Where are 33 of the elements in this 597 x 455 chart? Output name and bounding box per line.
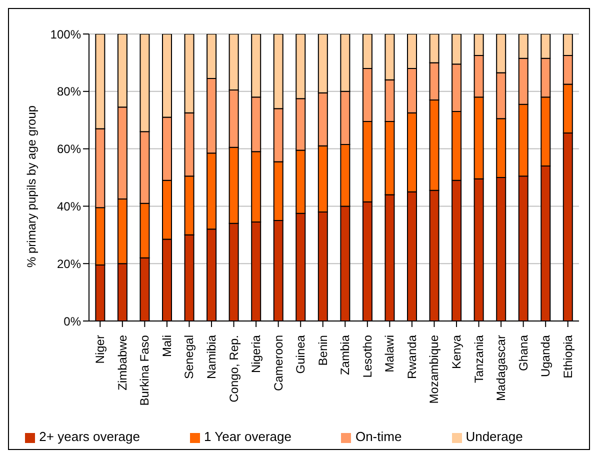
legend-label: 1 Year overage (204, 429, 292, 444)
x-tick-label: Guinea (294, 334, 308, 374)
x-tick-label: Uganda (538, 334, 553, 378)
x-tick-label: Congo, Rep. (226, 335, 241, 402)
x-tick-label: Lesotho (360, 334, 374, 378)
legend-label: On-time (355, 429, 402, 444)
x-tick-label: Madagascar (494, 335, 508, 402)
x-tick-label: Ghana (516, 334, 530, 372)
x-tick-label: Zambia (338, 334, 352, 376)
y-tick-label: 0% (64, 314, 82, 328)
y-tick-label: 60% (56, 142, 82, 156)
x-tick-label: Namibia (204, 334, 218, 380)
y-tick-label: 100% (50, 27, 82, 42)
y-tick-label: 80% (56, 84, 82, 99)
legend-label: 2+ years overage (39, 429, 140, 444)
x-tick-label: Kenya (450, 334, 464, 370)
x-tick-label: Nigeria (249, 334, 264, 374)
legend-label: Underage (466, 429, 523, 444)
x-tick-label: Tanzania (472, 334, 486, 384)
x-tick-label: Rwanda (404, 334, 419, 380)
y-tick-label: 40% (56, 199, 82, 214)
x-tick-label: Malawi (382, 335, 397, 372)
x-tick-label: Mali (160, 335, 174, 358)
x-tick-label: Zimbabwe (115, 334, 130, 390)
x-tick-label: Benin (316, 335, 330, 366)
x-tick-label: Burkina Faso (138, 334, 152, 406)
x-tick-label: Ethiopia (560, 334, 575, 378)
y-tick-label: 20% (56, 256, 82, 271)
x-tick-label: Cameroon (271, 335, 286, 392)
x-tick-label: Mozambique (427, 334, 442, 404)
y-axis-title: % primary pupils by age group (24, 105, 38, 268)
x-tick-label: Niger (93, 335, 108, 364)
x-tick-label: Senegal (182, 335, 196, 380)
